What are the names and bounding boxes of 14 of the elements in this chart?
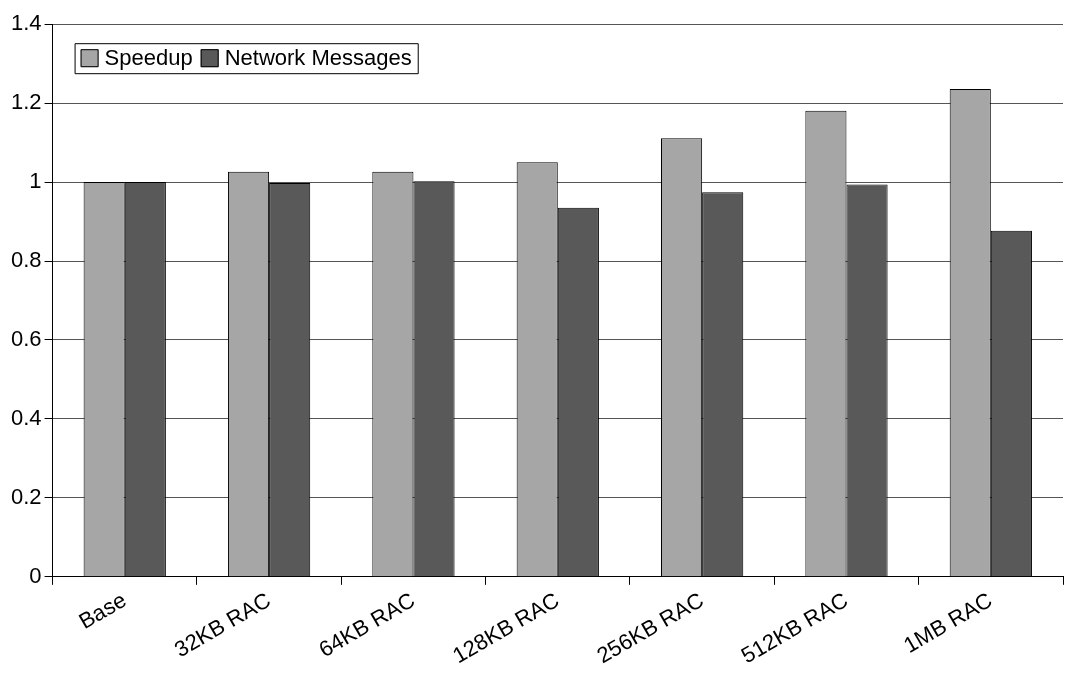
y-tick-label: 0.2 [10, 483, 42, 509]
legend-label: Speedup [104, 45, 193, 71]
y-tick-label: 0.4 [10, 405, 42, 430]
x-tick-label: 32KB RAC [170, 587, 275, 662]
y-tick-label: 0 [29, 562, 42, 588]
legend-label: Network Messages [224, 45, 412, 71]
x-tick-label: 64KB RAC [314, 587, 420, 662]
y-tick-label: 0.8 [10, 247, 42, 273]
x-tick-label: 1MB RAC [899, 587, 997, 658]
y-tick-label: 1.4 [10, 10, 42, 36]
y-tick-label: 0.6 [10, 326, 42, 352]
y-tick-label: 1 [29, 168, 42, 194]
x-tick-label: Base [74, 587, 131, 634]
y-tick-label: 1.2 [10, 89, 42, 115]
